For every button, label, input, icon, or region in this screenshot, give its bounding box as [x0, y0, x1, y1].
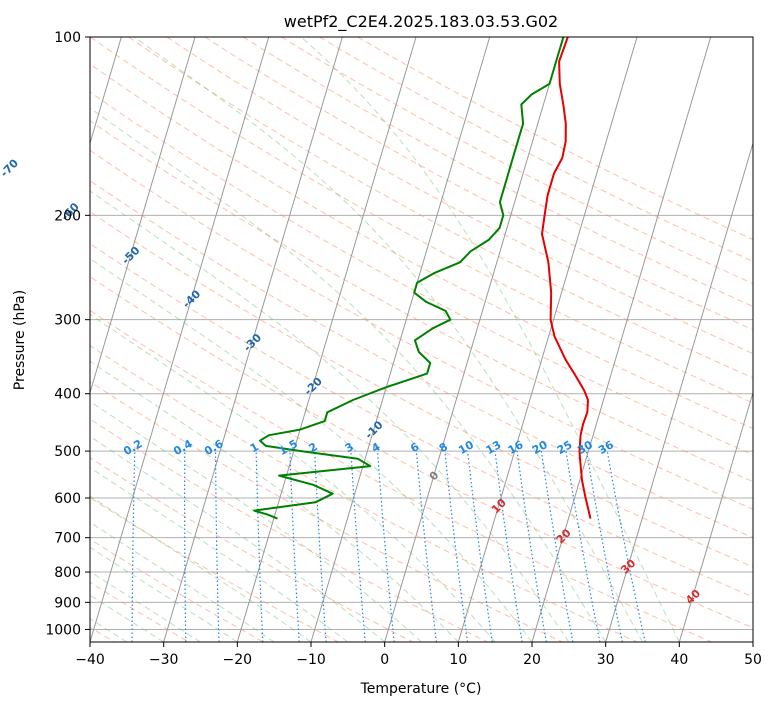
dry-adiabat	[90, 37, 753, 404]
y-tick-label: 500	[54, 444, 81, 460]
mixing-ratio-line	[606, 450, 646, 642]
dry-adiabat	[281, 37, 753, 285]
x-tick-label: 30	[597, 652, 615, 668]
dry-adiabat	[90, 120, 753, 483]
mixing-ratio-line	[585, 450, 623, 642]
x-tick-label: 0	[380, 652, 389, 668]
plot-frame	[89, 36, 754, 643]
mixing-ratio-line	[494, 451, 523, 642]
y-tick-label: 100	[54, 30, 81, 46]
mixing-ratio-line	[415, 451, 437, 642]
dry-adiabat	[90, 91, 753, 456]
dry-adiabat	[204, 37, 753, 331]
y-tick-label: 800	[54, 565, 81, 581]
y-tick-label: 900	[54, 595, 81, 611]
isotherm	[457, 37, 638, 642]
series-line-temperature	[541, 37, 592, 519]
x-tick-label: −40	[75, 652, 105, 668]
isotherm	[163, 37, 343, 642]
isotherm	[90, 37, 196, 395]
x-tick-label: −10	[296, 652, 326, 668]
x-tick-label: 10	[449, 652, 467, 668]
mixing-ratio-line	[467, 451, 493, 642]
moist-adiabat	[90, 521, 275, 642]
x-tick-label: 20	[523, 652, 541, 668]
axes: −40 −30 −20 −10 0 10 20 30 40 50 100 200 300 400 500 60…	[45, 30, 762, 668]
dry-adiabat	[90, 180, 753, 539]
x-tick-label: −20	[223, 652, 253, 668]
isotherm	[310, 37, 491, 642]
isotherm	[605, 141, 753, 642]
isotherm	[90, 37, 122, 145]
moist-adiabat	[90, 495, 312, 642]
chart-title: wetPf2_C2E4.2025.183.03.53.G02	[284, 12, 558, 32]
dry-adiabat	[90, 309, 712, 642]
isotherm	[384, 37, 564, 642]
moist-adiabat	[90, 107, 607, 642]
dry-adiabat	[90, 457, 414, 642]
dry-adiabat	[90, 345, 638, 642]
y-tick-label: 300	[54, 313, 81, 329]
y-tick-label: 200	[54, 208, 81, 224]
moist-adiabat	[133, 37, 643, 642]
mixing-ratio-line	[565, 451, 601, 642]
moist-adiabat	[300, 37, 680, 642]
dry-adiabat	[319, 37, 753, 262]
dry-adiabat	[90, 243, 753, 598]
y-axis-label: Pressure (hPa)	[12, 290, 28, 390]
series-line-dewpoint	[253, 37, 565, 520]
dry-adiabat	[90, 497, 339, 642]
mixing-ratio-line	[516, 451, 547, 642]
x-tick-label: −30	[149, 652, 179, 668]
dry-adiabat	[90, 276, 753, 629]
isotherm	[531, 37, 712, 642]
isotherm	[236, 37, 417, 642]
y-tick-label: 600	[54, 491, 81, 507]
x-axis-label: Temperature (°C)	[360, 681, 482, 697]
dry-adiabat	[90, 63, 753, 430]
y-tick-label: 1000	[45, 622, 81, 638]
y-tick-label: 700	[54, 531, 81, 547]
plot-area	[90, 37, 753, 642]
moist-adiabat	[90, 190, 570, 642]
isotherm	[90, 37, 270, 642]
mixing-ratio-line	[540, 451, 574, 642]
moist-adiabat	[90, 257, 533, 642]
mixing-ratio-line	[444, 451, 469, 642]
x-tick-label: 40	[670, 652, 688, 668]
x-tick-label: 50	[744, 652, 762, 668]
dry-adiabat	[166, 37, 753, 355]
y-tick-label: 400	[54, 387, 81, 403]
isotherm	[678, 390, 753, 642]
dry-adiabat	[90, 149, 753, 510]
